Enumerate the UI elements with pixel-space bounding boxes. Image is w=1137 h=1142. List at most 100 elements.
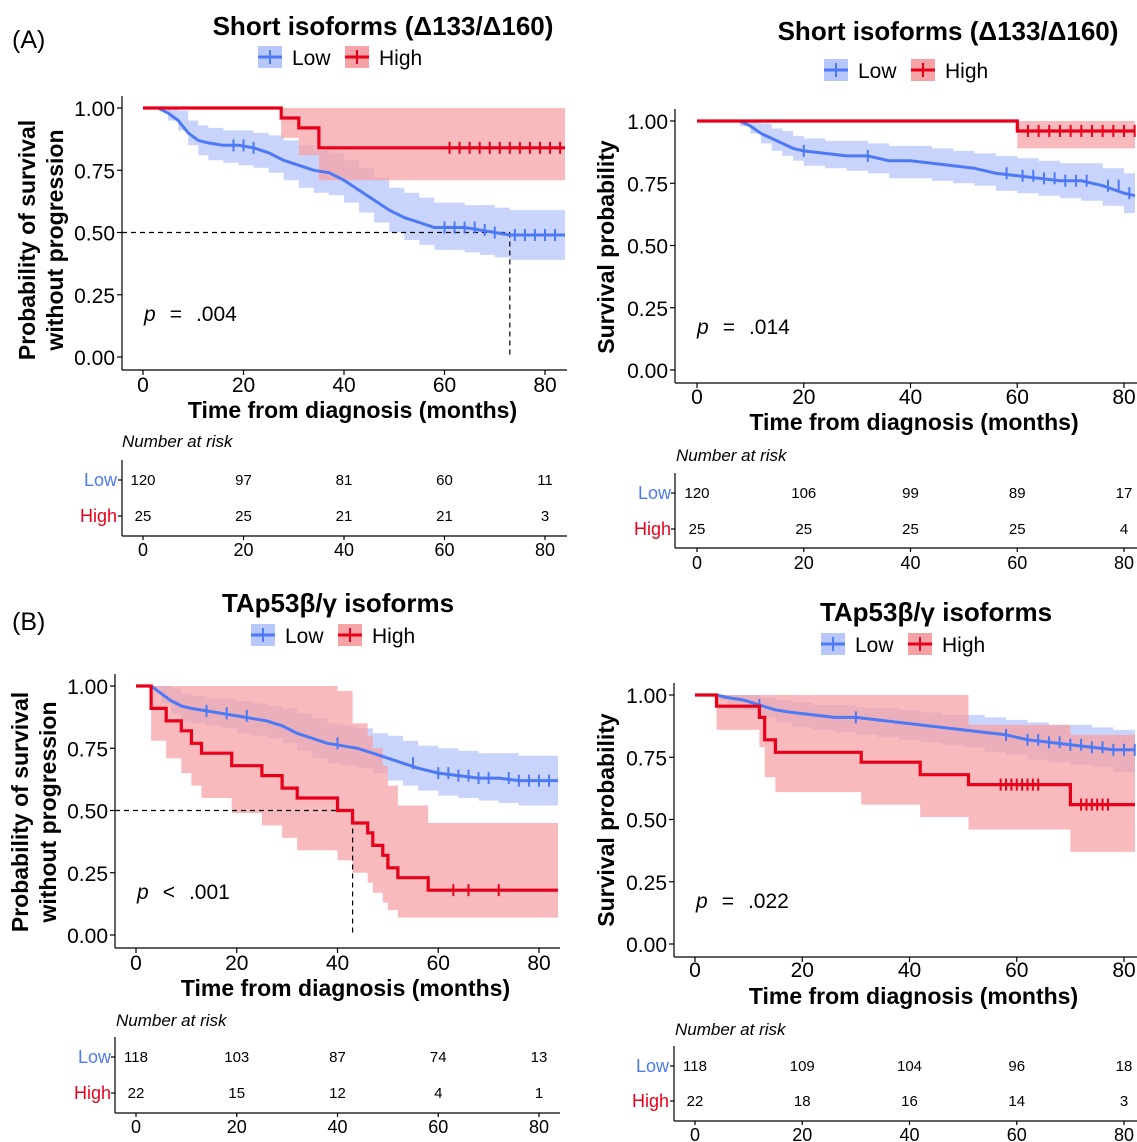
legend-label-low: Low bbox=[292, 47, 331, 70]
ci-band-high bbox=[143, 108, 565, 181]
risk-x-tick-label: 0 bbox=[131, 1117, 141, 1137]
survival-curve-low bbox=[695, 693, 1135, 752]
ci-band-low bbox=[697, 121, 1135, 216]
risk-row-label-high: High bbox=[634, 519, 671, 539]
risk-x-tick-label: 80 bbox=[1114, 553, 1134, 573]
y-tick-label: 0.75 bbox=[74, 160, 115, 183]
y-tick-label: 1.00 bbox=[74, 98, 115, 121]
risk-count-high: 22 bbox=[128, 1085, 145, 1102]
risk-x-tick-label: 40 bbox=[327, 1117, 347, 1137]
panel-label-b: (B) bbox=[12, 608, 45, 636]
risk-count-high: 25 bbox=[902, 521, 919, 538]
x-tick-label: 20 bbox=[792, 386, 815, 409]
risk-row-label-high: High bbox=[80, 506, 117, 526]
risk-x-tick-label: 40 bbox=[334, 540, 354, 560]
risk-row-label-low: Low bbox=[636, 1056, 670, 1076]
x-tick-label: 0 bbox=[130, 952, 142, 975]
ci-band-high bbox=[136, 686, 558, 918]
p-value-symbol: p bbox=[695, 890, 708, 913]
km-chart-4: TAp53β/γ isoforms Low High 0.00 0.25 0.50 0.75… bbox=[593, 597, 1137, 1142]
risk-x-tick-label: 80 bbox=[529, 1117, 549, 1137]
p-value-symbol: p bbox=[136, 881, 149, 904]
y-tick-label: 0.75 bbox=[67, 738, 108, 761]
risk-count-high: 25 bbox=[235, 508, 252, 525]
y-tick-label: 0.50 bbox=[626, 810, 667, 833]
survival-curve-low bbox=[136, 684, 558, 783]
survival-curve-high bbox=[695, 693, 1135, 807]
y-tick-label: 1.00 bbox=[67, 676, 108, 699]
p-value: p = .014 bbox=[696, 316, 790, 339]
risk-x-tick-label: 60 bbox=[434, 540, 454, 560]
x-tick-label: 60 bbox=[1006, 386, 1029, 409]
risk-row-label-high: High bbox=[632, 1091, 669, 1111]
p-value-number: .004 bbox=[196, 303, 237, 326]
risk-x-tick-label: 40 bbox=[899, 1125, 919, 1142]
risk-count-low: 74 bbox=[430, 1049, 447, 1066]
x-axis-label: Time from diagnosis (months) bbox=[749, 983, 1078, 1009]
km-chart-2: Short isoforms (Δ133/Δ160) Low High 0.00 0.2… bbox=[593, 16, 1137, 573]
survival-curve-low bbox=[143, 106, 565, 237]
p-value: p = .022 bbox=[695, 890, 789, 913]
risk-count-low: 81 bbox=[336, 472, 353, 489]
risk-count-low: 109 bbox=[790, 1058, 815, 1075]
legend-entry-high: High bbox=[345, 46, 422, 70]
y-tick-label: 0.00 bbox=[627, 360, 668, 383]
risk-count-low: 17 bbox=[1116, 485, 1133, 502]
y-tick-label: 0.75 bbox=[626, 747, 667, 770]
risk-count-low: 60 bbox=[436, 472, 453, 489]
risk-count-high: 4 bbox=[434, 1085, 442, 1102]
risk-x-tick-label: 40 bbox=[900, 553, 920, 573]
x-tick-label: 0 bbox=[691, 386, 703, 409]
x-tick-label: 60 bbox=[433, 374, 456, 397]
risk-count-low: 104 bbox=[897, 1058, 922, 1075]
survival-curve-low bbox=[697, 119, 1136, 198]
y-tick-label: 0.25 bbox=[74, 285, 115, 308]
ci-band-high bbox=[697, 121, 1135, 149]
x-tick-label: 80 bbox=[527, 952, 550, 975]
chart-title: TAp53β/γ isoforms bbox=[222, 588, 454, 618]
risk-count-high: 21 bbox=[436, 508, 453, 525]
x-tick-label: 20 bbox=[232, 374, 255, 397]
risk-row-label-high: High bbox=[74, 1083, 111, 1103]
y-axis-label: Survival probability bbox=[593, 713, 619, 927]
y-tick-label: 0.00 bbox=[74, 347, 115, 370]
y-tick-label: 0.00 bbox=[626, 934, 667, 957]
risk-count-low: 118 bbox=[683, 1058, 707, 1075]
p-value-number: .022 bbox=[748, 890, 789, 913]
risk-count-high: 15 bbox=[228, 1085, 245, 1102]
risk-count-low: 96 bbox=[1008, 1058, 1025, 1075]
x-tick-label: 0 bbox=[137, 374, 149, 397]
risk-x-tick-label: 60 bbox=[1007, 1125, 1027, 1142]
chart-title: Short isoforms (Δ133/Δ160) bbox=[778, 16, 1119, 46]
risk-table-title: Number at risk bbox=[675, 1020, 787, 1039]
legend-entry-high: High bbox=[911, 59, 988, 83]
risk-count-low: 120 bbox=[684, 485, 709, 502]
risk-count-low: 118 bbox=[124, 1049, 148, 1066]
risk-count-high: 25 bbox=[135, 508, 152, 525]
risk-count-high: 3 bbox=[1120, 1093, 1128, 1110]
risk-count-low: 106 bbox=[791, 485, 816, 502]
x-tick-label: 20 bbox=[791, 959, 814, 982]
x-tick-label: 0 bbox=[689, 959, 701, 982]
legend-entry-low: Low bbox=[258, 46, 331, 70]
risk-x-tick-label: 60 bbox=[1007, 553, 1027, 573]
p-value-number: .001 bbox=[189, 881, 230, 904]
p-value-number: .014 bbox=[749, 316, 790, 339]
risk-table: Number at risk Low High 118 22 0 109 18 20 104 16 4… bbox=[632, 1020, 1137, 1142]
x-axis-label: Time from diagnosis (months) bbox=[188, 397, 517, 423]
x-tick-label: 60 bbox=[1005, 959, 1028, 982]
y-tick-label: 0.00 bbox=[67, 925, 108, 948]
survival-curve-high bbox=[697, 119, 1135, 133]
p-value-operator: = bbox=[170, 303, 182, 326]
risk-x-tick-label: 20 bbox=[233, 540, 253, 560]
x-tick-label: 60 bbox=[427, 952, 450, 975]
legend-label-high: High bbox=[379, 47, 422, 70]
y-tick-label: 1.00 bbox=[627, 111, 668, 134]
y-tick-label: 0.50 bbox=[627, 236, 668, 259]
survival-curve-high bbox=[136, 684, 558, 892]
x-tick-label: 80 bbox=[533, 374, 556, 397]
risk-table-title: Number at risk bbox=[116, 1011, 228, 1030]
risk-count-high: 14 bbox=[1008, 1093, 1025, 1110]
